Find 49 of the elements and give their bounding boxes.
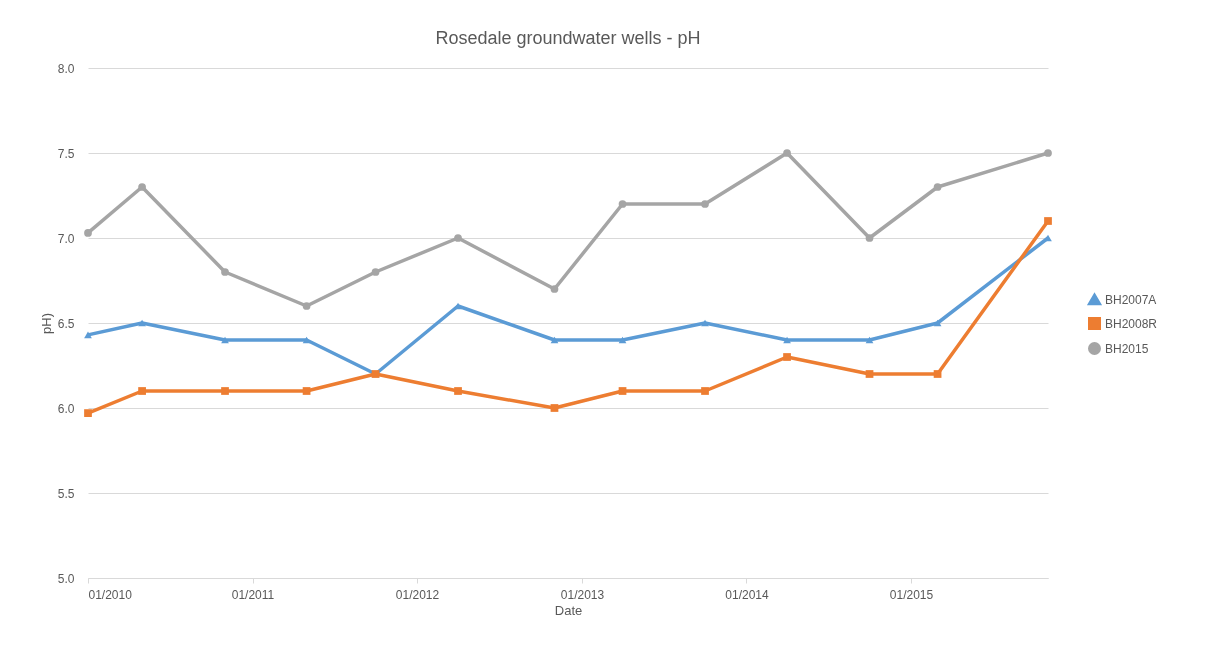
point <box>221 268 229 276</box>
x-tick-label: 01/2011 <box>231 587 275 602</box>
x-tick-label: 01/2013 <box>560 587 605 602</box>
point <box>933 319 942 327</box>
legend-label: BH2015 <box>1105 341 1149 356</box>
legend-label: BH2008R <box>1105 316 1158 331</box>
point <box>933 183 942 191</box>
point <box>865 370 874 378</box>
y-tick-label: 5.0 <box>57 571 75 586</box>
point <box>701 387 709 395</box>
point <box>1044 149 1052 157</box>
point <box>302 302 311 310</box>
chart-title: Rosedale groundwater wells - pH <box>435 28 701 48</box>
point <box>618 200 627 208</box>
point <box>550 404 559 412</box>
point <box>84 331 92 339</box>
point <box>550 336 559 344</box>
y-tick-label: 7.0 <box>57 231 75 246</box>
point <box>84 229 92 237</box>
point <box>783 149 791 157</box>
point <box>865 234 874 242</box>
point <box>221 387 229 395</box>
x-tick-label: 01/2014 <box>725 587 769 602</box>
y-axis-title: pH) <box>38 313 54 334</box>
point <box>302 387 311 395</box>
y-tick-label: 6.0 <box>57 401 75 416</box>
y-tick-label: 7.5 <box>57 146 75 161</box>
point <box>138 183 146 191</box>
point <box>454 387 462 395</box>
point <box>618 336 627 344</box>
point <box>454 234 462 242</box>
x-tick-label: 01/2015 <box>889 587 934 602</box>
point <box>84 409 92 417</box>
y-tick-label: 5.5 <box>57 486 75 501</box>
point <box>138 387 146 395</box>
point <box>701 200 709 208</box>
point <box>371 268 380 276</box>
y-tick-label: 8.0 <box>57 61 75 76</box>
legend-label: BH2007A <box>1105 292 1157 307</box>
point <box>618 387 627 395</box>
x-axis-title: Date <box>554 602 583 618</box>
x-tick-label: 01/2012 <box>395 587 440 602</box>
point <box>865 336 874 344</box>
point <box>783 353 791 361</box>
point <box>1044 217 1052 225</box>
point <box>933 370 942 378</box>
y-tick-label: 6.5 <box>57 316 75 331</box>
x-tick-label: 01/2010 <box>88 587 133 602</box>
point <box>550 285 559 293</box>
